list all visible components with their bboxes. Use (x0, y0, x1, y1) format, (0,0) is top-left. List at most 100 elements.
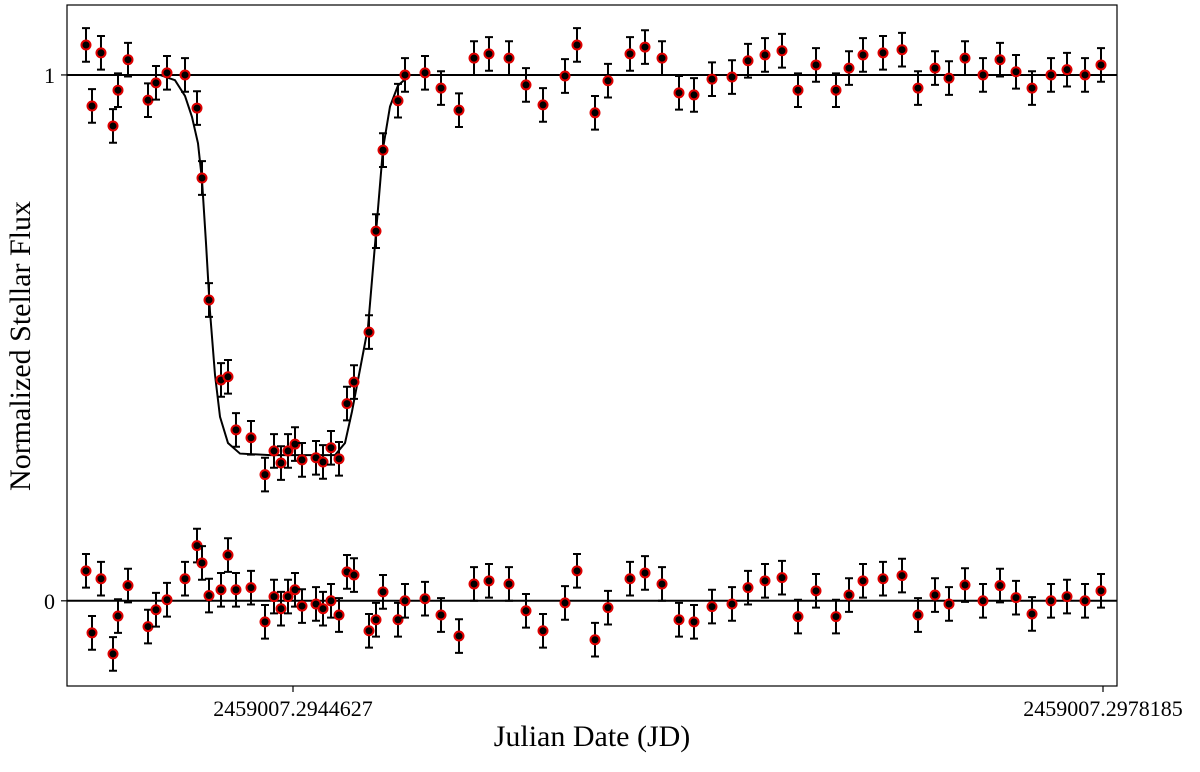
data-point (624, 48, 636, 60)
data-point (468, 52, 480, 64)
data-point (624, 573, 636, 585)
data-point (333, 609, 345, 621)
data-point (896, 44, 908, 56)
data-point (399, 69, 411, 81)
x-tick-label: 2459007.2978185 (1023, 696, 1183, 721)
data-point (602, 75, 614, 87)
data-point (483, 48, 495, 60)
data-point (392, 614, 404, 626)
data-point (107, 120, 119, 132)
data-point (453, 630, 465, 642)
data-point (673, 87, 685, 99)
data-point (275, 457, 287, 469)
data-point (95, 47, 107, 59)
data-point (589, 634, 601, 646)
data-point (419, 593, 431, 605)
data-point (656, 52, 668, 64)
data-point (268, 445, 280, 457)
data-point (161, 67, 173, 79)
y-tick-label: 1 (44, 63, 55, 88)
data-point (179, 573, 191, 585)
data-point (776, 45, 788, 57)
data-point (191, 102, 203, 114)
data-point (483, 575, 495, 587)
data-point (317, 603, 329, 615)
data-point (571, 39, 583, 51)
data-point (107, 648, 119, 660)
data-point (726, 71, 738, 83)
data-point (520, 79, 532, 91)
data-point (602, 602, 614, 614)
data-point (688, 616, 700, 628)
data-point (503, 578, 515, 590)
data-point (537, 625, 549, 637)
data-point (742, 582, 754, 594)
data-point (179, 69, 191, 81)
data-point (392, 95, 404, 107)
data-point (317, 456, 329, 468)
data-point (80, 39, 92, 51)
data-point (929, 62, 941, 74)
data-point (830, 611, 842, 623)
data-point (810, 585, 822, 597)
data-point (348, 376, 360, 388)
data-point (959, 52, 971, 64)
data-point (325, 442, 337, 454)
data-point (348, 569, 360, 581)
data-point (1045, 595, 1057, 607)
data-point (112, 610, 124, 622)
data-point (289, 438, 301, 450)
data-point (877, 573, 889, 585)
data-point (776, 572, 788, 584)
data-point (275, 603, 287, 615)
data-point (370, 614, 382, 626)
data-point (150, 77, 162, 89)
data-point (296, 454, 308, 466)
data-point (1079, 595, 1091, 607)
data-point (943, 72, 955, 84)
data-point (792, 611, 804, 623)
data-point (203, 590, 215, 602)
data-point (977, 595, 989, 607)
data-point (1010, 592, 1022, 604)
data-point (706, 73, 718, 85)
data-point (230, 584, 242, 596)
data-point (196, 557, 208, 569)
data-point (215, 584, 227, 596)
data-point (282, 591, 294, 603)
data-point (95, 573, 107, 585)
x-tick-label: 2459007.2944627 (213, 696, 373, 721)
data-point (1061, 591, 1073, 603)
data-point (673, 614, 685, 626)
data-point (877, 47, 889, 59)
data-point (726, 598, 738, 610)
data-point (363, 326, 375, 338)
data-point (843, 589, 855, 601)
y-tick-label: 0 (44, 589, 55, 614)
data-point (370, 225, 382, 237)
data-point (639, 41, 651, 53)
data-point (377, 586, 389, 598)
data-point (325, 595, 337, 607)
data-point (399, 595, 411, 607)
data-point (559, 70, 571, 82)
data-point (656, 578, 668, 590)
data-point (639, 567, 651, 579)
y-axis-label: Normalized Stellar Flux (4, 201, 37, 491)
data-point (912, 82, 924, 94)
data-point (259, 469, 271, 481)
data-point (977, 69, 989, 81)
data-point (537, 99, 549, 111)
data-point (245, 582, 257, 594)
data-point (688, 89, 700, 101)
data-point (377, 144, 389, 156)
data-point (1026, 82, 1038, 94)
data-point (1061, 64, 1073, 76)
data-point (203, 294, 215, 306)
data-point (245, 432, 257, 444)
data-point (453, 104, 465, 116)
data-point (419, 67, 431, 79)
data-point (559, 597, 571, 609)
data-point (1010, 66, 1022, 78)
data-point (363, 625, 375, 637)
